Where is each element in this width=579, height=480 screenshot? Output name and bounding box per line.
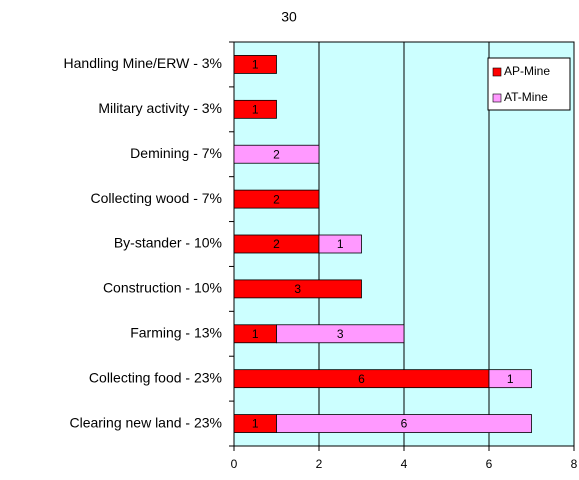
y-tick-label: Handling Mine/ERW - 3%	[64, 55, 222, 71]
data-label: 2	[273, 192, 280, 206]
y-tick-label: Clearing new land - 23%	[69, 414, 222, 430]
data-label: 2	[273, 237, 280, 251]
x-tick-label: 0	[231, 457, 238, 471]
bar	[276, 414, 532, 433]
bar	[233, 144, 320, 164]
legend-swatch	[492, 93, 502, 103]
bar	[233, 189, 320, 209]
data-label: 3	[294, 282, 301, 296]
data-label: 1	[252, 327, 259, 341]
x-tick-label: 2	[316, 457, 323, 471]
data-label: 1	[507, 372, 514, 386]
y-tick-label: Farming - 13%	[130, 324, 222, 340]
bar	[233, 279, 362, 299]
data-label: 2	[273, 147, 280, 161]
data-label: 1	[337, 237, 344, 251]
bar	[233, 55, 277, 74]
y-tick-label: Demining - 7%	[130, 145, 222, 161]
y-tick-label: By-stander - 10%	[114, 235, 222, 251]
data-label: 3	[337, 327, 344, 341]
bar	[318, 234, 362, 254]
data-label: 6	[401, 417, 408, 431]
y-tick-label: Military activity - 3%	[98, 100, 222, 116]
x-tick-label: 6	[486, 457, 493, 471]
y-tick-label: Collecting wood - 7%	[90, 190, 222, 206]
legend-box	[487, 57, 571, 111]
x-tick-label: 4	[401, 457, 408, 471]
legend-label: AP-Mine	[504, 64, 550, 78]
y-tick-label: Construction - 10%	[103, 280, 222, 296]
data-label: 6	[358, 372, 365, 386]
bar	[276, 324, 405, 344]
data-label: 1	[252, 103, 259, 117]
bar	[233, 99, 277, 119]
legend: AP-Mine AT-Mine	[487, 57, 571, 111]
bar	[488, 369, 532, 389]
legend-swatch	[492, 67, 502, 77]
data-label: 1	[252, 58, 259, 72]
chart-title: 30	[281, 9, 297, 25]
y-tick-label: Collecting food - 23%	[89, 369, 222, 385]
x-tick-label: 8	[571, 457, 578, 471]
legend-label: AT-Mine	[504, 90, 548, 104]
data-label: 1	[252, 417, 259, 431]
